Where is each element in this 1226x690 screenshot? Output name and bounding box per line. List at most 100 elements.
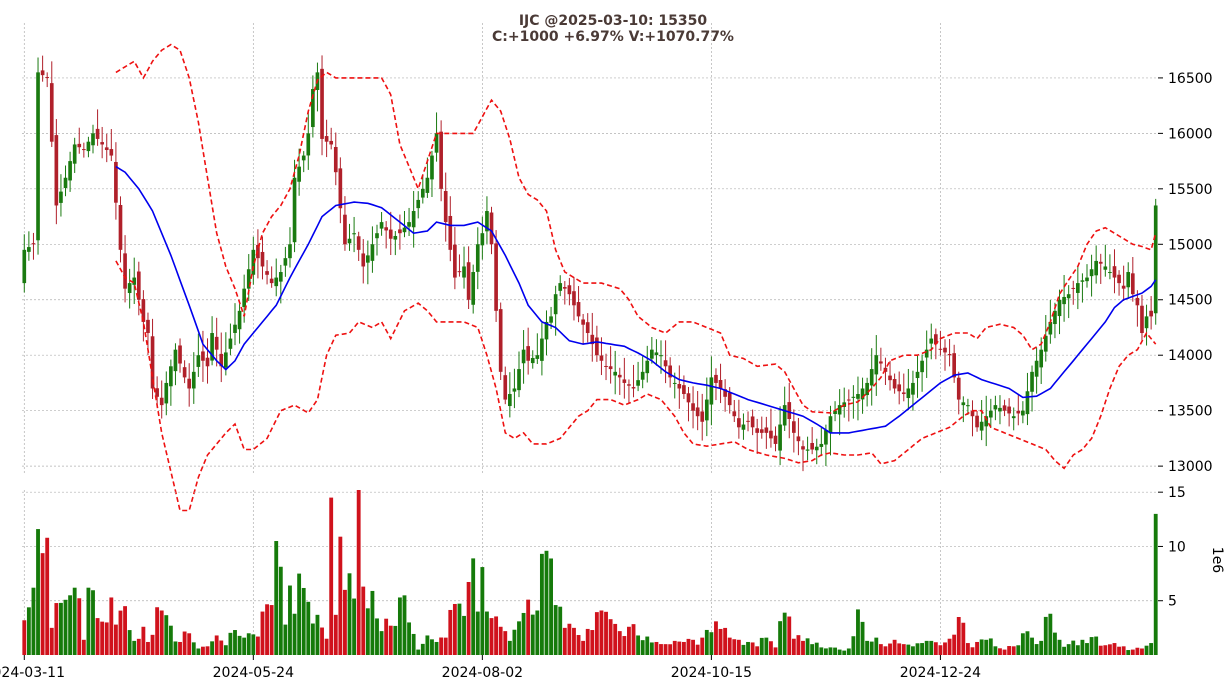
- x-tick-label: 2024-10-15: [671, 665, 752, 681]
- candle-body: [1144, 316, 1149, 329]
- candle: [1016, 395, 1021, 426]
- candle-body: [1062, 296, 1066, 305]
- volume-bar: [375, 618, 379, 655]
- candle: [59, 174, 63, 217]
- volume-bar: [233, 630, 237, 655]
- candle: [530, 350, 535, 369]
- candle-body: [869, 369, 874, 386]
- volume-bar: [782, 612, 787, 655]
- candle: [320, 55, 324, 156]
- volume-bar: [237, 635, 242, 655]
- candle-body: [150, 336, 155, 389]
- candle: [1140, 294, 1144, 343]
- volume-bar: [988, 638, 993, 655]
- candle-body: [956, 377, 961, 400]
- volume-bar: [993, 646, 998, 655]
- candle-body: [494, 243, 498, 311]
- candle: [136, 261, 141, 316]
- candle: [127, 268, 132, 309]
- candle-body: [77, 143, 82, 148]
- volume-bar: [434, 641, 439, 655]
- volume-bar: [471, 558, 476, 655]
- volume-bar: [938, 645, 943, 655]
- candle: [842, 387, 847, 418]
- candle: [1103, 244, 1108, 277]
- candle-body: [695, 407, 700, 417]
- candle-body: [1007, 406, 1011, 414]
- candle: [233, 303, 237, 346]
- volume-bar: [778, 621, 783, 655]
- band-lines: [115, 43, 1157, 512]
- candle: [466, 246, 471, 310]
- volume-bar: [251, 634, 256, 655]
- volume-bar: [906, 644, 911, 655]
- candle-body: [704, 399, 709, 421]
- candle-body: [512, 388, 517, 392]
- candle: [251, 236, 256, 285]
- candle-body: [746, 420, 750, 422]
- volume-bar: [1071, 640, 1076, 655]
- volume-bar: [95, 618, 100, 655]
- candle: [283, 246, 288, 277]
- candle: [214, 317, 219, 367]
- candle: [471, 264, 476, 314]
- candle-body: [617, 374, 622, 378]
- candle: [132, 257, 137, 305]
- candle-body: [526, 346, 530, 361]
- volume-bar: [352, 598, 357, 655]
- volume-bar: [943, 642, 947, 655]
- candle: [498, 302, 503, 380]
- volume-bar: [654, 641, 659, 655]
- candle-body: [778, 424, 782, 451]
- candle: [769, 408, 773, 448]
- volume-bar: [494, 616, 499, 655]
- volume-bar: [81, 639, 86, 655]
- candle-body: [480, 233, 485, 246]
- candle-body: [1076, 283, 1080, 293]
- candle-body: [45, 77, 50, 79]
- volume-bar: [1149, 643, 1154, 655]
- volume-bar: [947, 638, 952, 655]
- candle: [196, 333, 201, 377]
- candle: [306, 111, 311, 170]
- candle-body: [379, 222, 384, 229]
- candle-body: [558, 283, 563, 291]
- volume-bar: [485, 611, 489, 655]
- volume-axis-ticks: 5 10 15: [1158, 485, 1186, 610]
- candle-body: [1117, 274, 1121, 284]
- candle-body: [127, 283, 132, 294]
- volume-bar: [370, 590, 375, 655]
- candle: [924, 330, 929, 378]
- candle-body: [63, 177, 68, 189]
- candle: [723, 379, 727, 412]
- candle: [453, 227, 457, 290]
- candle: [915, 355, 920, 398]
- volume-bar: [695, 644, 700, 655]
- lower-band-line: [115, 260, 1157, 512]
- candle: [567, 277, 572, 306]
- volume-bar: [892, 639, 897, 655]
- candle-body: [333, 146, 338, 173]
- volume-bar: [26, 607, 31, 655]
- volume-bar: [388, 625, 393, 655]
- volume-bar: [984, 639, 989, 655]
- candle: [984, 395, 989, 447]
- volume-bar: [1011, 646, 1016, 655]
- volume-bar: [118, 610, 123, 655]
- volume-bar: [709, 632, 714, 655]
- candle-body: [851, 396, 856, 398]
- candle-body: [572, 291, 576, 306]
- volume-bar: [878, 644, 883, 655]
- volume-bar: [759, 637, 764, 655]
- candle: [631, 364, 636, 398]
- candle-body: [384, 227, 388, 231]
- candle-body: [22, 249, 27, 284]
- candle: [1098, 253, 1103, 284]
- volume-bar: [608, 619, 613, 655]
- candle: [558, 275, 563, 297]
- volume-bar: [150, 634, 155, 655]
- candle: [599, 337, 604, 376]
- candle-body: [475, 244, 480, 272]
- candle-body: [792, 421, 796, 433]
